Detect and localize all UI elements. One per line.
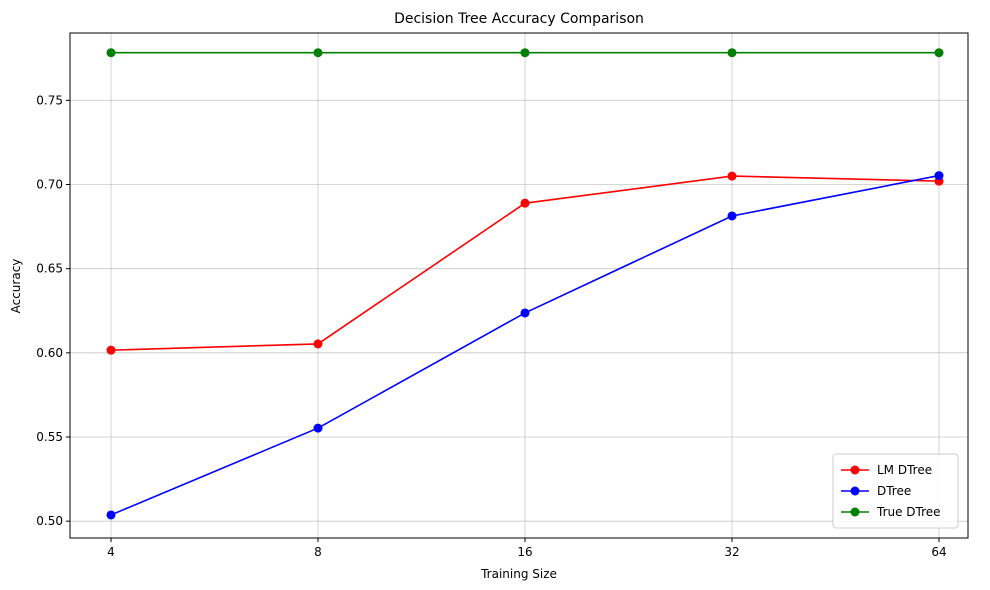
data-point-lm-dtree <box>106 345 116 355</box>
x-tick-label: 64 <box>931 545 946 559</box>
x-tick-label: 32 <box>724 545 739 559</box>
grid <box>70 33 968 538</box>
legend-item-dtree: DTree <box>841 484 911 498</box>
x-axis-label: Training Size <box>480 567 557 581</box>
data-point-dtree <box>313 423 323 433</box>
x-tick-label: 8 <box>314 545 322 559</box>
y-axis: 0.50 0.55 0.60 0.65 0.70 0.75 <box>36 93 70 528</box>
series-dtree <box>106 171 944 520</box>
data-point-true-dtree <box>520 48 530 58</box>
y-tick-label: 0.55 <box>36 430 63 444</box>
legend-item-true-dtree: True DTree <box>841 505 941 519</box>
legend-box <box>832 453 959 529</box>
y-tick-label: 0.75 <box>36 93 63 107</box>
x-tick-label: 4 <box>107 545 115 559</box>
y-tick-label: 0.65 <box>36 262 63 276</box>
y-tick-label: 0.60 <box>36 346 63 360</box>
x-axis: 4 8 16 32 64 <box>107 538 947 559</box>
data-point-lm-dtree <box>313 339 323 349</box>
chart-title: Decision Tree Accuracy Comparison <box>394 11 644 27</box>
data-point-dtree <box>520 308 530 318</box>
data-point-dtree <box>934 171 944 181</box>
data-point-lm-dtree <box>520 198 530 208</box>
legend-marker <box>850 486 860 496</box>
data-point-dtree <box>106 510 116 520</box>
legend-marker <box>850 507 860 517</box>
x-tick-label: 16 <box>517 545 532 559</box>
data-point-true-dtree <box>106 48 116 58</box>
data-point-true-dtree <box>934 48 944 58</box>
legend: LM DTree DTree True DTree <box>832 453 959 529</box>
series-group <box>106 48 944 520</box>
legend-label: LM DTree <box>877 463 932 477</box>
series-lm-dtree <box>106 171 944 355</box>
legend-label: True DTree <box>876 505 941 519</box>
data-point-true-dtree <box>727 48 737 58</box>
series-true-dtree <box>106 48 944 58</box>
legend-item-lm-dtree: LM DTree <box>841 463 932 477</box>
plot-frame <box>69 32 969 539</box>
y-axis-label: Accuracy <box>9 259 23 314</box>
y-tick-label: 0.50 <box>36 514 63 528</box>
y-tick-label: 0.70 <box>36 178 63 192</box>
data-point-true-dtree <box>313 48 323 58</box>
data-point-dtree <box>727 211 737 221</box>
data-point-lm-dtree <box>727 171 737 181</box>
legend-marker <box>850 465 860 475</box>
legend-label: DTree <box>877 484 911 498</box>
